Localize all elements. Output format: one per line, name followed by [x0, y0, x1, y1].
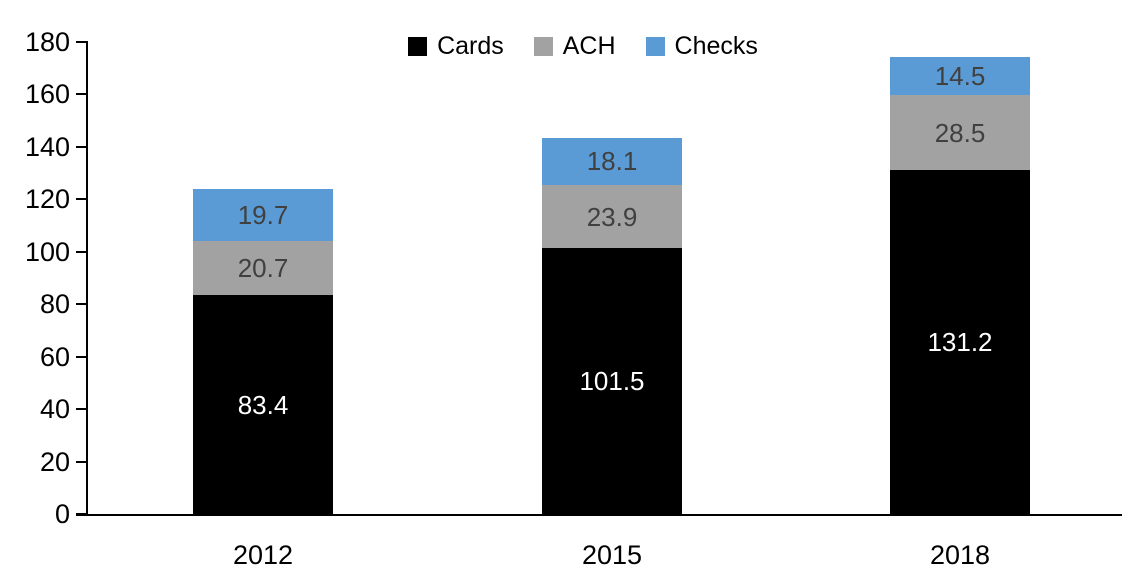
bar-segment-ach-2018: 28.5	[890, 95, 1030, 170]
bar-segment-cards-2012: 83.4	[193, 295, 333, 514]
legend-item-cards: Cards	[408, 31, 504, 60]
y-axis-tick	[76, 93, 88, 96]
y-axis-label: 80	[39, 289, 70, 320]
y-axis-label: 160	[24, 79, 70, 110]
y-axis-tick	[76, 460, 88, 463]
legend-label-cards: Cards	[437, 31, 504, 60]
y-axis-tick	[76, 198, 88, 201]
bar-value-label-ach-2018: 28.5	[934, 117, 986, 148]
legend-item-ach: ACH	[533, 31, 616, 60]
bar-segment-ach-2012: 20.7	[193, 241, 333, 296]
y-axis-tick	[76, 41, 88, 43]
y-axis-line	[86, 42, 88, 514]
bar-segment-checks-2012: 19.7	[193, 189, 333, 242]
y-axis-label: 20	[39, 446, 70, 477]
bar-segment-checks-2015: 18.1	[542, 137, 682, 186]
legend-item-checks: Checks	[645, 31, 758, 60]
y-axis-label: 140	[24, 131, 70, 162]
x-axis-label-2015: 2015	[581, 540, 643, 570]
y-axis-label: 120	[24, 184, 70, 215]
legend-label-checks: Checks	[674, 31, 758, 60]
bar-value-label-checks-2015: 18.1	[586, 146, 638, 177]
bar-segment-cards-2018: 131.2	[890, 169, 1030, 514]
y-axis-label: 40	[39, 394, 70, 425]
y-axis-label: 180	[24, 27, 70, 57]
bar-value-label-ach-2015: 23.9	[586, 201, 638, 232]
y-axis-tick	[76, 513, 88, 515]
bar-segment-ach-2015: 23.9	[542, 185, 682, 248]
x-axis-line	[76, 514, 1122, 516]
legend-label-ach: ACH	[562, 31, 616, 60]
x-axis-label-2018: 2018	[929, 540, 991, 570]
bar-value-label-cards-2018: 131.2	[927, 326, 993, 357]
y-axis-tick	[76, 250, 88, 253]
bar-segment-checks-2018: 14.5	[890, 57, 1030, 96]
legend-swatch-ach-icon	[533, 36, 553, 56]
y-axis-label: 0	[54, 499, 70, 529]
legend-swatch-cards-icon	[408, 36, 428, 56]
y-axis-tick	[76, 355, 88, 358]
bar-value-label-checks-2012: 19.7	[237, 200, 289, 231]
bar-value-label-checks-2018: 14.5	[934, 61, 986, 92]
legend-swatch-checks-icon	[645, 36, 665, 56]
y-axis-tick	[76, 145, 88, 148]
bar-value-label-ach-2012: 20.7	[237, 253, 289, 284]
bar-value-label-cards-2012: 83.4	[237, 389, 289, 420]
bar-value-label-cards-2015: 101.5	[579, 365, 645, 396]
bar-segment-cards-2015: 101.5	[542, 247, 682, 514]
y-axis-label: 100	[24, 236, 70, 267]
x-axis-label-2012: 2012	[232, 540, 294, 570]
y-axis-label: 60	[39, 341, 70, 372]
chart-legend: Cards ACH Checks	[88, 28, 1078, 64]
y-axis-tick	[76, 408, 88, 411]
y-axis-tick	[76, 303, 88, 306]
